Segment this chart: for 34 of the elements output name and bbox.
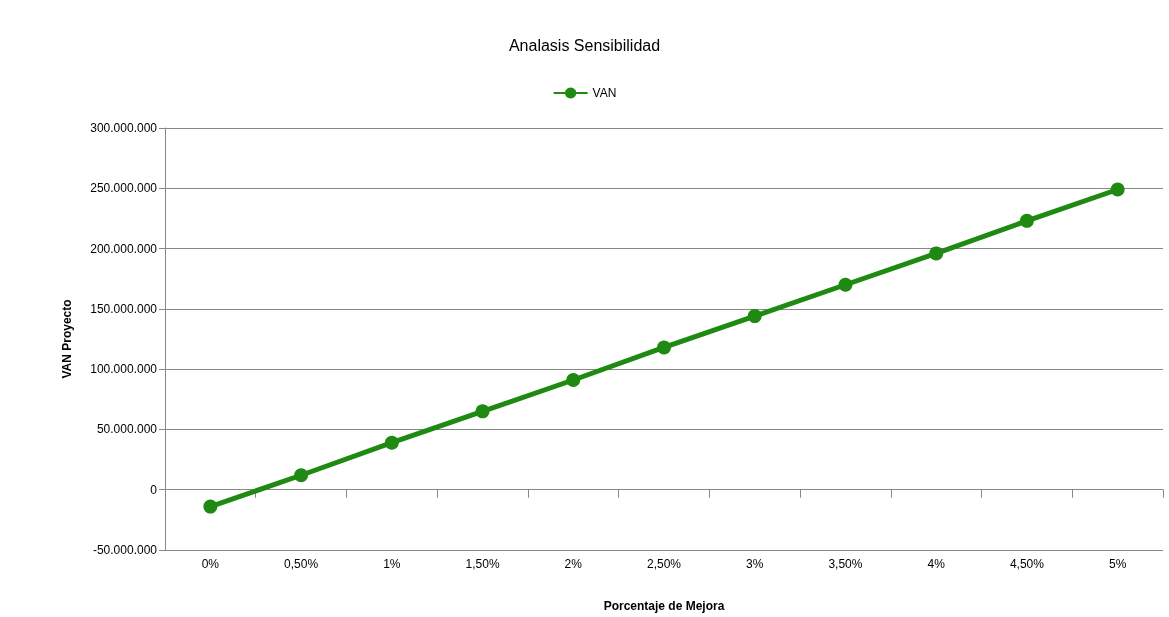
y-tick-label: 250.000.000 [90, 181, 158, 196]
point [384, 435, 399, 450]
point [1019, 213, 1034, 228]
y-tick-label: 0 [150, 482, 158, 497]
point [838, 277, 853, 292]
point [203, 499, 218, 514]
y-tick-label: 150.000.000 [90, 301, 158, 316]
x-tick-label: 5% [1108, 557, 1127, 571]
point [566, 373, 581, 387]
y-tick-label: 100.000.000 [90, 362, 158, 377]
x-tick-label: 1,50% [465, 557, 500, 571]
x-tick-label: 1% [383, 557, 401, 571]
x-tick-label: 3,50% [828, 557, 863, 571]
legend-label: VAN [592, 86, 617, 100]
x-tick-label: 0,50% [284, 557, 319, 571]
x-tick-label: 3% [746, 557, 764, 571]
x-axis-title: Porcentaje de Mejora [603, 599, 725, 613]
y-tick-label: 200.000.000 [90, 241, 158, 256]
x-tick-label: 2,50% [646, 557, 682, 571]
x-tick-label: 4,50% [1009, 557, 1045, 571]
x-tick-label: 0% [201, 557, 220, 571]
point [475, 404, 490, 419]
point [1110, 182, 1125, 197]
y-tick-label: 300.000.000 [90, 121, 158, 135]
point [747, 309, 762, 324]
x-tick-label: 2% [564, 557, 583, 571]
y-tick-label: 50.000.000 [96, 422, 158, 437]
x-tick-label: 4% [927, 557, 946, 571]
point [929, 246, 944, 261]
chart-title: Analasis Sensibilidad [508, 36, 661, 54]
y-tick-label: -50.000.000 [92, 543, 158, 557]
point [294, 468, 309, 483]
point [657, 340, 671, 355]
y-axis-title: VAN Proyecto [60, 299, 74, 379]
